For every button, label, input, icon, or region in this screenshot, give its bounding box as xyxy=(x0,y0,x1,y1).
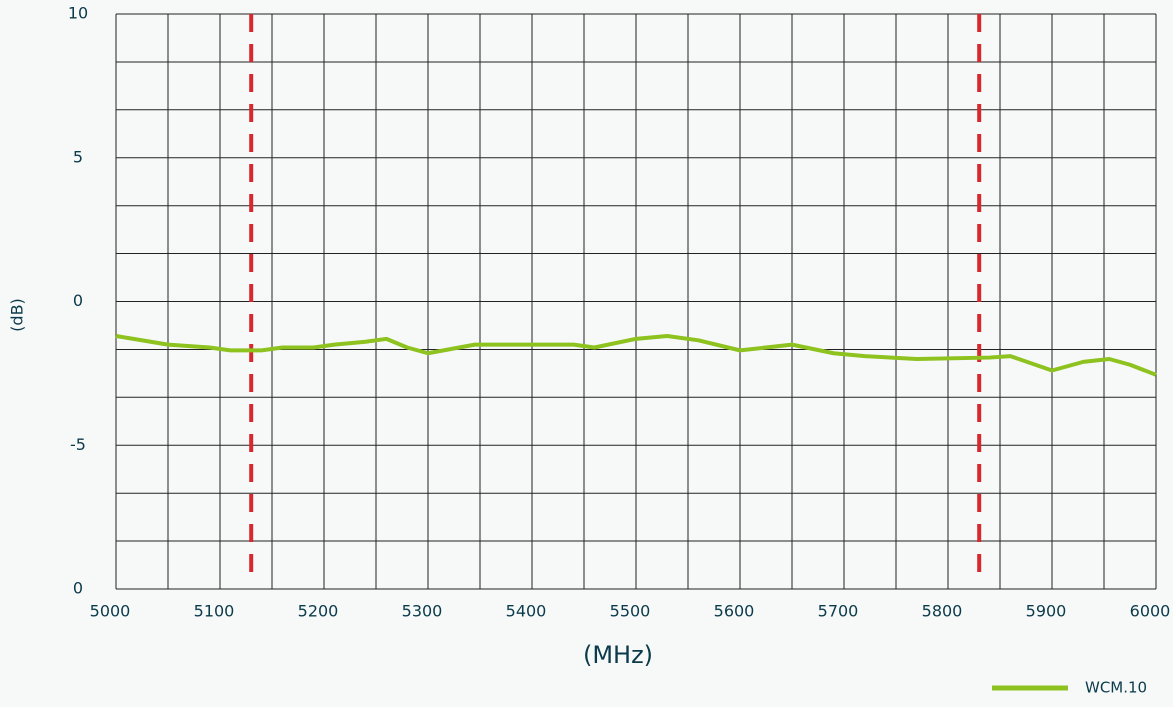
x-tick-label: 5100 xyxy=(194,602,235,621)
x-tick-label: 5600 xyxy=(714,602,755,621)
x-tick-label: 5800 xyxy=(922,602,963,621)
x-axis-title: (MHz) xyxy=(583,641,653,669)
data-line xyxy=(115,334,1157,377)
x-tick-label: 5900 xyxy=(1026,602,1067,621)
y-tick-label: 0 xyxy=(73,579,83,598)
y-tick-label: 0 xyxy=(73,291,83,310)
x-tick-label: 5000 xyxy=(90,602,131,621)
y-tick-label: -5 xyxy=(70,435,86,454)
x-tick-label: 5400 xyxy=(506,602,547,621)
x-tick-label: 5500 xyxy=(610,602,651,621)
x-tick-label: 5200 xyxy=(298,602,339,621)
y-tick-label: 10 xyxy=(68,4,88,23)
x-tick-label: 6000 xyxy=(1130,602,1171,621)
y-tick-label: 5 xyxy=(73,147,83,166)
x-tick-label: 5700 xyxy=(818,602,859,621)
legend-label: WCM.10 xyxy=(1085,679,1147,697)
y-axis-title: (dB) xyxy=(8,298,27,332)
x-tick-label: 5300 xyxy=(402,602,443,621)
